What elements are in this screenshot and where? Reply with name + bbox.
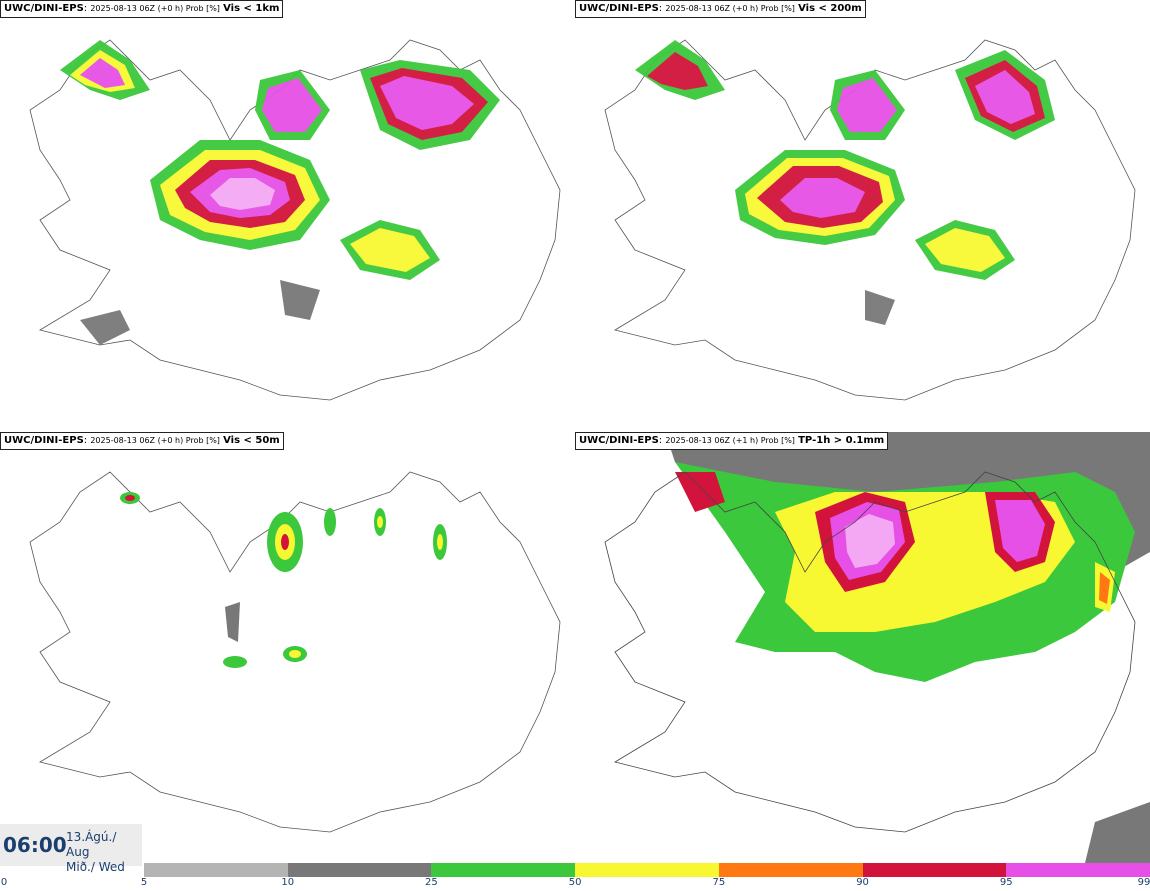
- legend-segment: [144, 863, 288, 877]
- coastline: [604, 39, 1136, 401]
- variable-name: TP-1h > 0.1mm: [798, 435, 885, 446]
- iceland-map: [29, 471, 561, 833]
- run-meta: 2025-08-13 06Z (+0 h) Prob [%]: [90, 436, 220, 445]
- map-panel-vis-1km: UWC/DINI-EPS: 2025-08-13 06Z (+0 h) Prob…: [0, 0, 575, 431]
- iceland-map: [29, 39, 561, 401]
- probability-legend: [144, 863, 1150, 877]
- legend-tick-label: 95: [999, 877, 1013, 888]
- map-panel-precip-1h: UWC/DINI-EPS: 2025-08-13 06Z (+1 h) Prob…: [575, 432, 1150, 863]
- legend-tick-label: 5: [140, 877, 148, 888]
- variable-name: Vis < 50m: [223, 435, 280, 446]
- run-meta: 2025-08-13 06Z (+0 h) Prob [%]: [665, 4, 795, 13]
- map-panel-vis-50m: UWC/DINI-EPS: 2025-08-13 06Z (+0 h) Prob…: [0, 432, 575, 863]
- coastline: [29, 39, 561, 401]
- forecast-overlay: [60, 40, 500, 345]
- model-name: UWC/DINI-EPS: [579, 3, 659, 14]
- legend-segment: [862, 863, 1007, 877]
- legend-tick-label: 10: [281, 877, 295, 888]
- panel-title: UWC/DINI-EPS: 2025-08-13 06Z (+0 h) Prob…: [0, 0, 284, 18]
- coastline: [604, 471, 1136, 833]
- legend-tick-label: 99: [1137, 877, 1150, 888]
- legend-tick-labels: 0 5 10 25 50 75 90 95 99: [0, 877, 1150, 891]
- variable-name: Vis < 200m: [798, 3, 862, 14]
- valid-time-date: 13.Ágú./ Aug Mið./ Wed: [66, 830, 142, 875]
- model-name: UWC/DINI-EPS: [4, 3, 84, 14]
- model-name: UWC/DINI-EPS: [4, 435, 84, 446]
- valid-time-clock: 06:00: [3, 833, 67, 857]
- panel-title: UWC/DINI-EPS: 2025-08-13 06Z (+1 h) Prob…: [575, 432, 889, 450]
- forecast-overlay: [665, 432, 1150, 863]
- legend-segment: [287, 863, 432, 877]
- legend-tick-label: 25: [425, 877, 438, 888]
- legend-segment: [718, 863, 863, 877]
- date-line-2: Mið./ Wed: [66, 860, 125, 874]
- panel-title: UWC/DINI-EPS: 2025-08-13 06Z (+0 h) Prob…: [575, 0, 866, 18]
- map-panel-vis-200m: UWC/DINI-EPS: 2025-08-13 06Z (+0 h) Prob…: [575, 0, 1150, 431]
- legend-tick-label: 75: [712, 877, 726, 888]
- legend-segment: [431, 863, 576, 877]
- iceland-map: [604, 39, 1136, 401]
- model-name: UWC/DINI-EPS: [579, 435, 659, 446]
- run-meta: 2025-08-13 06Z (+1 h) Prob [%]: [665, 436, 795, 445]
- forecast-overlay: [635, 40, 1055, 325]
- legend-segment: [575, 863, 719, 877]
- forecast-overlay: [120, 492, 447, 668]
- legend-segment: [1006, 863, 1150, 877]
- legend-tick-label: 50: [568, 877, 582, 888]
- date-line-1: 13.Ágú./ Aug: [66, 830, 117, 859]
- legend-tick-label: 90: [856, 877, 869, 888]
- coastline: [29, 471, 561, 833]
- iceland-map: [604, 432, 1150, 863]
- run-meta: 2025-08-13 06Z (+0 h) Prob [%]: [90, 4, 220, 13]
- valid-time-box: 06:00 13.Ágú./ Aug Mið./ Wed: [0, 824, 142, 874]
- legend-tick-label: 0: [0, 877, 8, 888]
- panel-title: UWC/DINI-EPS: 2025-08-13 06Z (+0 h) Prob…: [0, 432, 284, 450]
- variable-name: Vis < 1km: [223, 3, 280, 14]
